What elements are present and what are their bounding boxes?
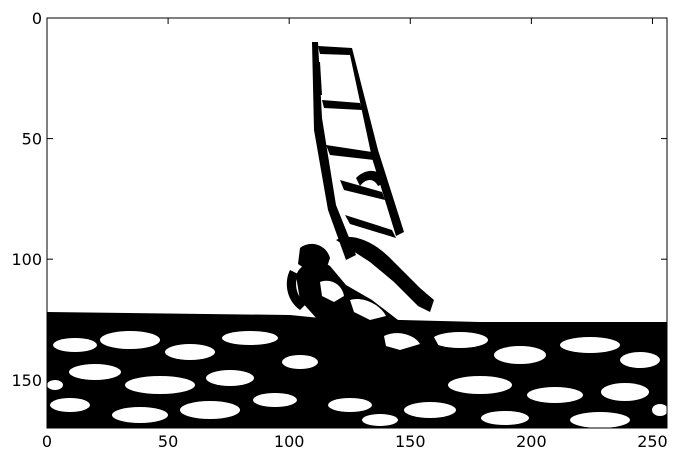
- y-tick-label: 150: [11, 371, 42, 390]
- axes-frame: [46, 17, 668, 429]
- x-tick-label: 200: [516, 432, 547, 451]
- y-tick-label: 50: [22, 130, 42, 149]
- plot-area: [46, 17, 668, 429]
- windsurfer: [286, 236, 440, 360]
- windsurfer-image: [47, 42, 667, 428]
- y-tick-label: 100: [11, 250, 42, 269]
- x-tick-label: 50: [158, 432, 178, 451]
- x-tick-label: 0: [42, 432, 52, 451]
- sail: [312, 42, 404, 260]
- x-tick-label: 100: [274, 432, 305, 451]
- water-region: [47, 312, 667, 428]
- x-tick-label: 250: [637, 432, 668, 451]
- water-foam: [47, 331, 667, 428]
- y-tick-label: 0: [32, 9, 42, 28]
- y-axis: 0 50 100 150: [11, 9, 667, 390]
- x-axis: 0 50 100 150 200 250: [42, 18, 668, 451]
- x-tick-label: 150: [395, 432, 426, 451]
